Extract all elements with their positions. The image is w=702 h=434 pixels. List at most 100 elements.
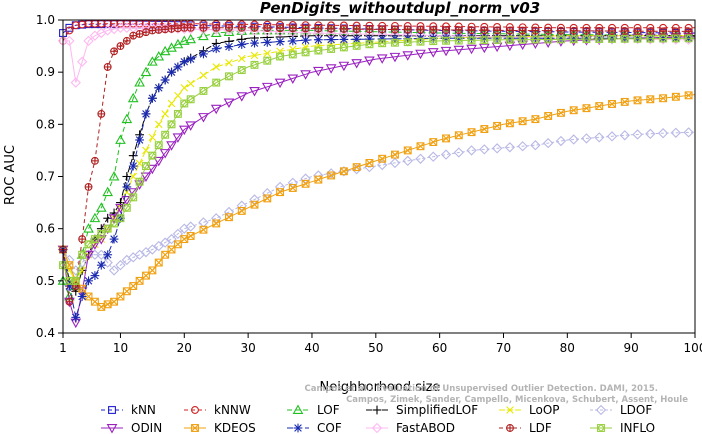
- data-point-cof: [211, 44, 221, 54]
- data-point-ldof: [159, 237, 171, 248]
- data-point-odin: [364, 56, 375, 66]
- data-point-cof: [301, 35, 310, 45]
- data-point-ldof: [115, 260, 126, 271]
- data-point-cof: [339, 35, 349, 44]
- x-tick-label: 100: [684, 341, 702, 355]
- data-point-ldf: [225, 23, 233, 32]
- data-point-ldf: [314, 24, 323, 33]
- data-point-kdeos: [122, 287, 131, 296]
- data-point-cof: [103, 250, 113, 260]
- data-point-odin: [153, 156, 165, 167]
- data-point-ldf: [569, 26, 578, 35]
- data-point-ldf: [97, 109, 106, 118]
- data-point-inflo: [77, 250, 87, 259]
- data-point-ldf: [378, 25, 387, 34]
- data-point-inflo: [403, 37, 412, 47]
- data-point-ldof: [594, 132, 605, 143]
- data-point-ldf: [263, 24, 272, 33]
- data-point-inflo: [543, 35, 553, 44]
- data-point-ldof: [683, 127, 694, 138]
- data-point-fastabod: [102, 25, 113, 36]
- data-point-ldf: [84, 182, 93, 191]
- data-point-odin: [274, 78, 286, 89]
- data-point-odin: [261, 82, 273, 93]
- data-point-ldof: [466, 145, 477, 156]
- series-line-ldf: [62, 27, 696, 304]
- data-point-odin: [223, 98, 235, 108]
- data-point-loop: [148, 133, 157, 142]
- data-point-ldof: [402, 155, 413, 167]
- data-point-inflo: [633, 34, 642, 43]
- data-point-odin: [140, 172, 152, 183]
- data-point-odin: [351, 59, 362, 69]
- data-point-inflo: [275, 52, 285, 61]
- data-point-ldf: [327, 24, 336, 33]
- data-point-ldof: [517, 141, 528, 152]
- data-point-kdeos: [129, 282, 138, 290]
- data-point-ldof: [530, 140, 541, 151]
- data-point-ldof: [389, 157, 401, 169]
- data-point-ldf: [531, 26, 540, 35]
- data-point-loop: [263, 49, 272, 58]
- data-point-inflo: [480, 35, 489, 45]
- x-tick-label: 90: [624, 341, 639, 355]
- data-point-ldof: [428, 151, 439, 162]
- data-point-ldof: [172, 228, 184, 240]
- data-point-loop: [314, 41, 323, 50]
- y-tick-label: 0.4: [36, 326, 55, 340]
- data-point-inflo: [263, 56, 272, 65]
- data-point-ldf: [339, 25, 348, 33]
- data-point-odin: [287, 74, 299, 84]
- data-point-ldf: [90, 156, 99, 165]
- data-point-kdeos: [595, 102, 604, 111]
- data-point-odin: [415, 49, 426, 60]
- data-point-ldf: [403, 25, 412, 34]
- data-point-ldof: [453, 147, 464, 158]
- data-point-ldof: [606, 131, 618, 142]
- data-point-inflo: [429, 36, 438, 46]
- y-tick-label: 0.9: [36, 65, 55, 79]
- data-point-cof: [199, 49, 208, 59]
- data-point-inflo: [326, 44, 336, 54]
- data-point-ldf: [116, 42, 125, 51]
- data-point-ldf: [582, 26, 591, 35]
- data-point-kdeos: [467, 128, 476, 137]
- data-point-cof: [84, 276, 93, 286]
- data-point-kdeos: [288, 184, 297, 192]
- data-point-loop: [129, 172, 138, 181]
- legend-entry-lof: LOF: [287, 403, 340, 417]
- data-point-inflo: [141, 161, 151, 171]
- data-point-ldf: [416, 25, 425, 34]
- data-point-ldof: [568, 134, 579, 145]
- data-point-kdeos: [391, 150, 399, 159]
- data-point-ldf: [180, 23, 189, 32]
- data-point-ldf: [154, 25, 163, 34]
- data-point-kdeos: [154, 258, 163, 267]
- data-point-kdeos: [339, 167, 348, 176]
- data-point-inflo: [301, 48, 310, 57]
- data-point-knnw: [65, 26, 74, 35]
- data-point-loop: [154, 120, 163, 129]
- x-tick-label: 70: [496, 341, 511, 355]
- data-point-inflo: [607, 34, 617, 44]
- data-point-inflo: [518, 35, 527, 44]
- data-point-inflo: [505, 35, 515, 44]
- data-point-kdeos: [212, 219, 221, 228]
- data-point-kdeos: [429, 138, 438, 147]
- data-point-ldof: [581, 133, 592, 144]
- data-point-kdeos: [620, 97, 629, 106]
- data-point-inflo: [441, 36, 451, 45]
- data-point-ldf: [103, 62, 112, 71]
- data-point-ldof: [147, 244, 158, 255]
- data-point-lof: [108, 170, 120, 181]
- data-point-ldf: [556, 26, 565, 35]
- data-point-ldof: [619, 130, 630, 141]
- data-point-kdeos: [544, 112, 553, 120]
- data-point-kdeos: [646, 95, 655, 104]
- data-point-ldof: [236, 200, 247, 211]
- data-point-kdeos: [250, 200, 259, 209]
- axes: 0.4 0.5 0.6 0.7 0.8 0.9 1.0 1 10 20 30 40 50 60 70 80 90…: [36, 13, 702, 355]
- data-point-lof: [95, 202, 107, 212]
- legend-entry-ldf: LDF: [499, 421, 552, 434]
- series-ldf: [59, 23, 696, 306]
